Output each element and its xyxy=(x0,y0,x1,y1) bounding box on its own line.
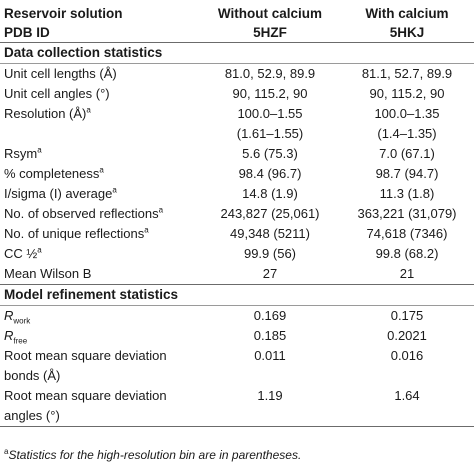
table-row: Root mean square deviation 0.011 0.016 xyxy=(0,346,474,366)
row-label-text: CC ½ xyxy=(4,246,37,261)
value-without: 5.6 (75.3) xyxy=(200,144,340,164)
footnote-marker: a xyxy=(86,106,90,115)
row-label: No. of unique reflectionsa xyxy=(0,224,200,244)
table-row: (1.61–1.55) (1.4–1.35) xyxy=(0,124,474,144)
value-with: 7.0 (67.1) xyxy=(340,144,474,164)
value-without: 0.185 xyxy=(200,326,340,346)
value-with: 0.016 xyxy=(340,346,474,366)
header-label-reservoir: Reservoir solution xyxy=(0,0,200,23)
value-without: 100.0–1.55 xyxy=(200,104,340,124)
footnote-marker: a xyxy=(37,146,41,155)
table-row: bonds (Å) xyxy=(0,366,474,386)
row-label-subscript: free xyxy=(13,337,27,346)
table-row: Root mean square deviation 1.19 1.64 xyxy=(0,386,474,406)
row-label: CC ½a xyxy=(0,244,200,264)
table-row: No. of unique reflectionsa 49,348 (5211)… xyxy=(0,224,474,244)
row-label: Rfree xyxy=(0,326,200,346)
row-label-text: No. of unique reflections xyxy=(4,226,144,241)
value-with: 74,618 (7346) xyxy=(340,224,474,244)
row-label-symbol: R xyxy=(4,308,13,323)
row-label-text: No. of observed reflections xyxy=(4,206,159,221)
row-label: Unit cell angles (°) xyxy=(0,84,200,104)
row-label-continued: bonds (Å) xyxy=(0,366,200,386)
value-without: 0.169 xyxy=(200,306,340,327)
row-label: Rwork xyxy=(0,306,200,327)
statistics-table: Reservoir solution Without calcium With … xyxy=(0,0,474,427)
value-with: 99.8 (68.2) xyxy=(340,244,474,264)
table-row: Rfree 0.185 0.2021 xyxy=(0,326,474,346)
value-with-highres: (1.4–1.35) xyxy=(340,124,474,144)
value-with: 21 xyxy=(340,264,474,285)
value-with: 11.3 (1.8) xyxy=(340,184,474,204)
table-row: Rsyma 5.6 (75.3) 7.0 (67.1) xyxy=(0,144,474,164)
value-with: 1.64 xyxy=(340,386,474,406)
value-without: 14.8 (1.9) xyxy=(200,184,340,204)
value-with: 81.1, 52.7, 89.9 xyxy=(340,64,474,85)
row-label: Root mean square deviation xyxy=(0,386,200,406)
table-row: Rwork 0.169 0.175 xyxy=(0,306,474,327)
row-label-continued: angles (°) xyxy=(0,406,200,427)
header-label-pdb: PDB ID xyxy=(0,23,200,43)
footnote-marker: a xyxy=(159,206,163,215)
row-label-text: Rsym xyxy=(4,146,37,161)
table-row: Unit cell angles (°) 90, 115.2, 90 90, 1… xyxy=(0,84,474,104)
header-row-reservoir: Reservoir solution Without calcium With … xyxy=(0,0,474,23)
footnote-marker: a xyxy=(144,226,148,235)
value-without: 27 xyxy=(200,264,340,285)
table-row: Resolution (Å)a 100.0–1.55 100.0–1.35 xyxy=(0,104,474,124)
pdb-id-with: 5HKJ xyxy=(340,23,474,43)
section-row-data-collection: Data collection statistics xyxy=(0,43,474,64)
row-label: Resolution (Å)a xyxy=(0,104,200,124)
row-label: Mean Wilson B xyxy=(0,264,200,285)
value-without: 81.0, 52.9, 89.9 xyxy=(200,64,340,85)
row-label: Unit cell lengths (Å) xyxy=(0,64,200,85)
table-row: Unit cell lengths (Å) 81.0, 52.9, 89.9 8… xyxy=(0,64,474,85)
header-row-pdb: PDB ID 5HZF 5HKJ xyxy=(0,23,474,43)
row-label-text: I/sigma (I) average xyxy=(4,186,112,201)
value-without-highres: (1.61–1.55) xyxy=(200,124,340,144)
value-with: 100.0–1.35 xyxy=(340,104,474,124)
row-label: No. of observed reflectionsa xyxy=(0,204,200,224)
section-title-refinement: Model refinement statistics xyxy=(0,285,474,306)
table-row: % completenessa 98.4 (96.7) 98.7 (94.7) xyxy=(0,164,474,184)
pdb-id-without: 5HZF xyxy=(200,23,340,43)
value-without: 98.4 (96.7) xyxy=(200,164,340,184)
footnote-text: Statistics for the high-resolution bin a… xyxy=(8,448,301,462)
table-footnote: aStatistics for the high-resolution bin … xyxy=(4,448,301,462)
header-with-calcium: With calcium xyxy=(340,0,474,23)
row-label-subscript: work xyxy=(13,317,30,326)
value-without: 0.011 xyxy=(200,346,340,366)
value-without: 90, 115.2, 90 xyxy=(200,84,340,104)
table-row: Mean Wilson B 27 21 xyxy=(0,264,474,285)
value-with: 363,221 (31,079) xyxy=(340,204,474,224)
row-label: % completenessa xyxy=(0,164,200,184)
value-with: 98.7 (94.7) xyxy=(340,164,474,184)
header-without-calcium: Without calcium xyxy=(200,0,340,23)
footnote-marker: a xyxy=(37,246,41,255)
row-label: Root mean square deviation xyxy=(0,346,200,366)
row-label: I/sigma (I) averagea xyxy=(0,184,200,204)
section-row-refinement: Model refinement statistics xyxy=(0,285,474,306)
table-row: angles (°) xyxy=(0,406,474,427)
value-with: 0.2021 xyxy=(340,326,474,346)
value-without: 49,348 (5211) xyxy=(200,224,340,244)
row-label-text: % completeness xyxy=(4,166,99,181)
value-with: 90, 115.2, 90 xyxy=(340,84,474,104)
table-row: I/sigma (I) averagea 14.8 (1.9) 11.3 (1.… xyxy=(0,184,474,204)
table-row: CC ½a 99.9 (56) 99.8 (68.2) xyxy=(0,244,474,264)
section-title-data-collection: Data collection statistics xyxy=(0,43,474,64)
row-label-symbol: R xyxy=(4,328,13,343)
footnote-marker: a xyxy=(112,186,116,195)
table-row: No. of observed reflectionsa 243,827 (25… xyxy=(0,204,474,224)
row-label-text: Resolution (Å) xyxy=(4,106,86,121)
value-without: 1.19 xyxy=(200,386,340,406)
value-without: 99.9 (56) xyxy=(200,244,340,264)
value-with: 0.175 xyxy=(340,306,474,327)
footnote-marker: a xyxy=(99,166,103,175)
value-without: 243,827 (25,061) xyxy=(200,204,340,224)
row-label: Rsyma xyxy=(0,144,200,164)
